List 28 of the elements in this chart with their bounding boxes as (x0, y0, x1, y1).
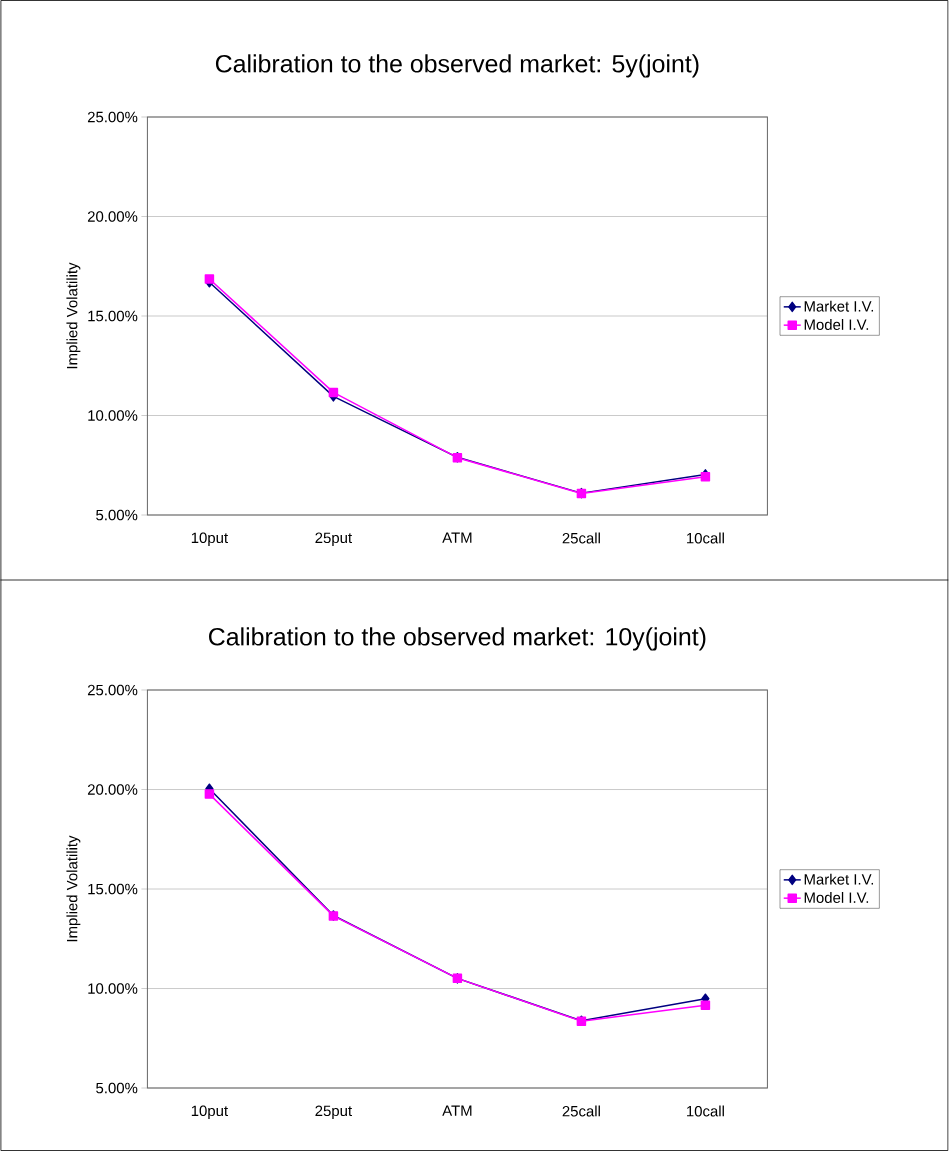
x-tick-label: 10call (687, 1105, 725, 1117)
x-tick-label: ATM (442, 1105, 472, 1116)
y-tick-label: 20.00% (88, 784, 138, 795)
y-tick-label: 25.00% (88, 111, 138, 123)
x-tick-label: 10call (687, 532, 725, 544)
x-tick-label: 25call (562, 1105, 601, 1117)
x-tick-label: 25call (562, 532, 601, 544)
x-tick-label: 10put (191, 1105, 229, 1120)
y-tick-label: 20.00% (88, 211, 138, 222)
y-tick-label: 10.00% (88, 410, 138, 421)
chart-title: Calibration to the observed market: 5y(joint) (216, 54, 699, 78)
x-tick-label: 25put (315, 1105, 353, 1120)
x-tick-label: ATM (442, 532, 472, 543)
y-tick-label: 25.00% (88, 684, 138, 696)
y-tick-label: 10.00% (88, 983, 138, 994)
y-axis-title: Implied Volatility (66, 835, 81, 942)
legend-label: Model I.V. (804, 892, 869, 903)
legend-label: Model I.V. (804, 319, 869, 330)
x-tick-label: 25put (315, 532, 353, 547)
legend-label: Market I.V. (804, 873, 874, 885)
y-axis-title: Implied Volatility (66, 262, 81, 369)
y-tick-label: 5.00% (96, 509, 138, 521)
chart-title: Calibration to the observed market: 10y(joint) (209, 627, 706, 651)
y-tick-label: 15.00% (88, 883, 138, 895)
legend-label: Market I.V. (804, 300, 874, 312)
y-tick-label: 15.00% (88, 310, 138, 322)
y-tick-label: 5.00% (96, 1082, 138, 1094)
x-tick-label: 10put (191, 532, 229, 547)
